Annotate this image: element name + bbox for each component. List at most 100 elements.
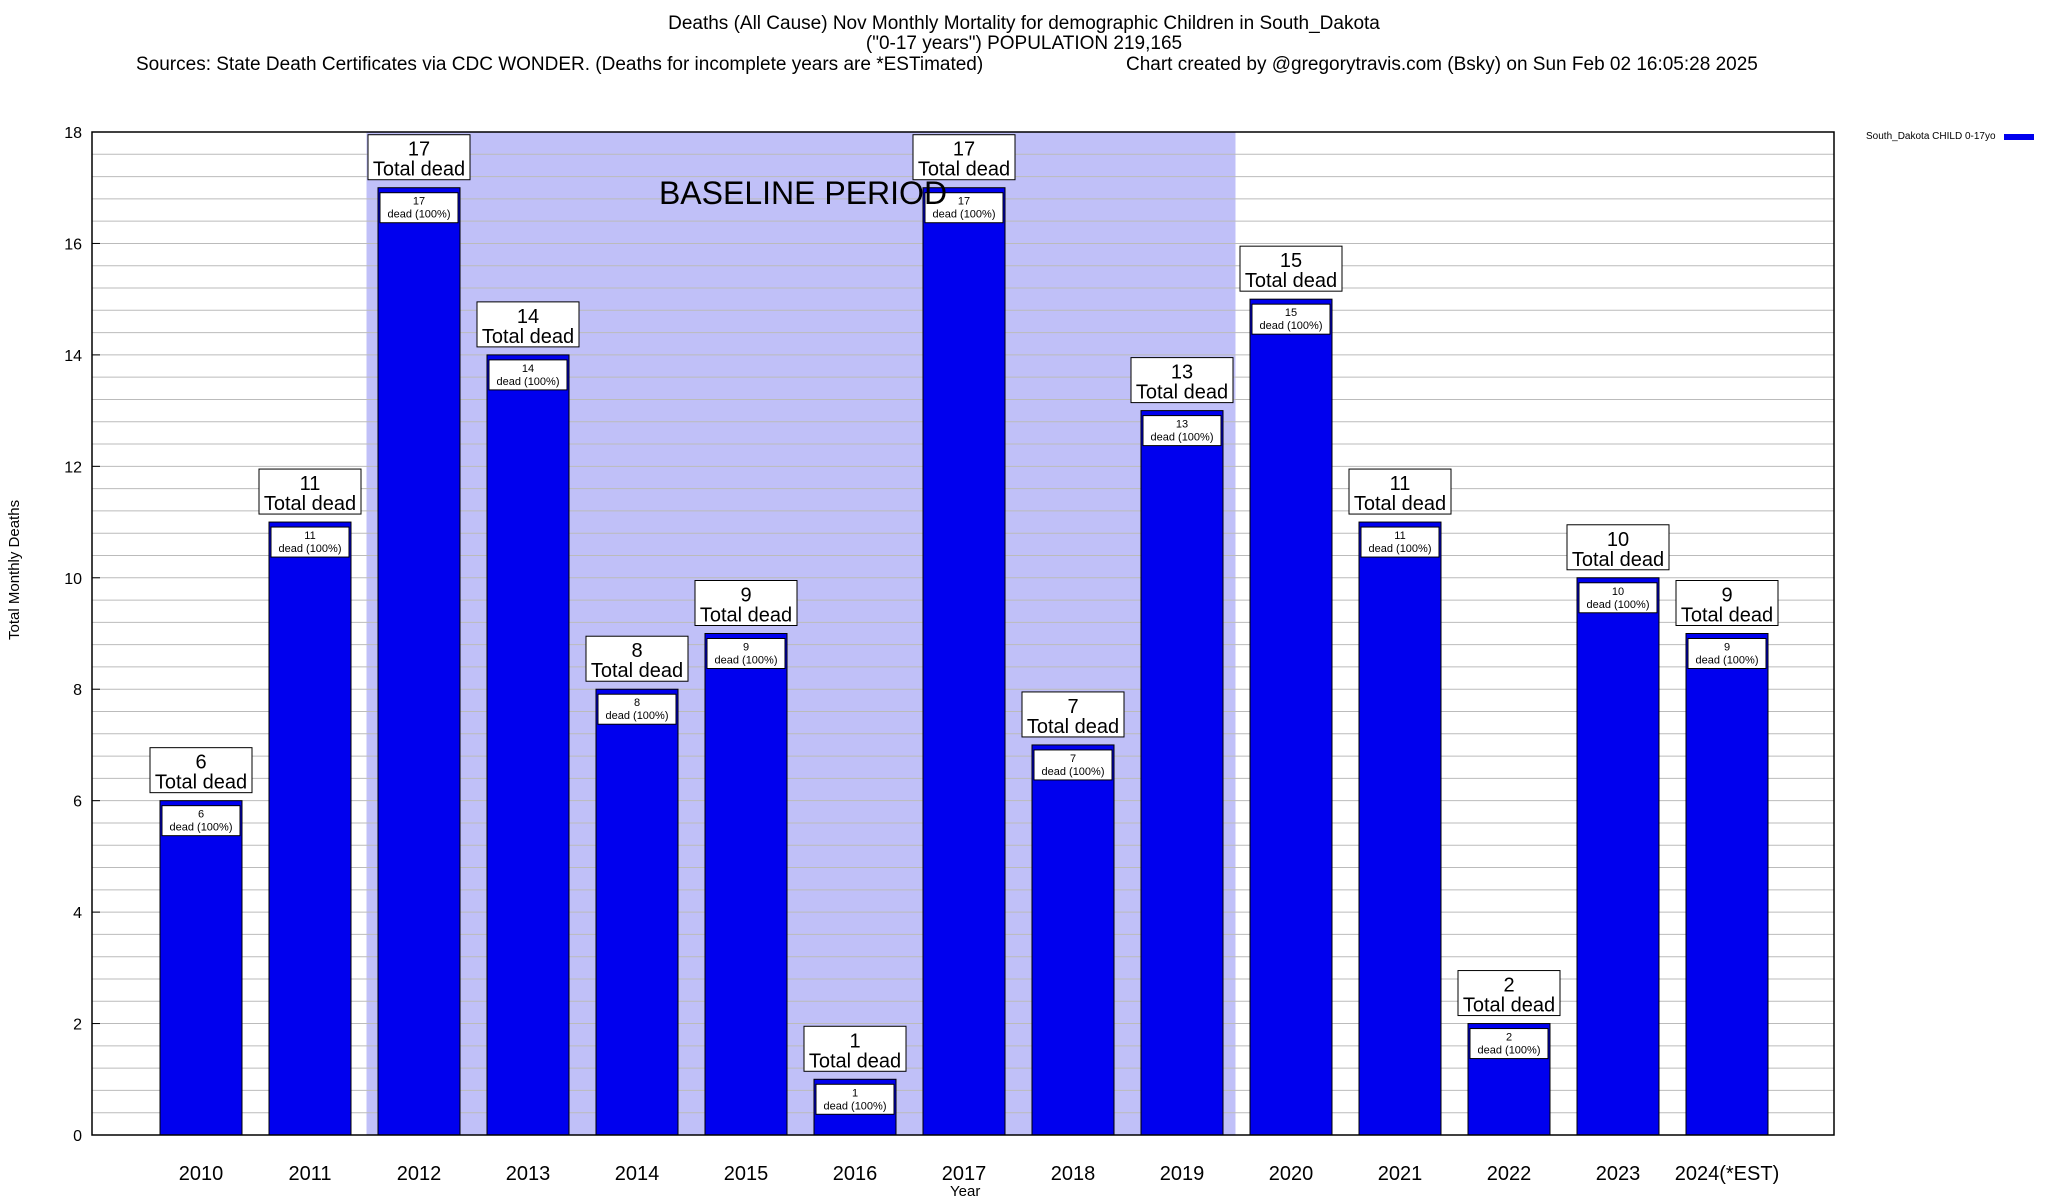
total-label-text: Total dead	[700, 605, 792, 627]
bar	[268, 521, 352, 1136]
inner-label-count: 7	[1070, 753, 1076, 765]
total-label-count: 11	[300, 473, 321, 495]
inner-label-count: 15	[1285, 307, 1297, 319]
total-label-count: 8	[631, 640, 642, 662]
total-label-count: 6	[195, 752, 206, 774]
inner-label-percent: dead (100%)	[1151, 432, 1214, 444]
total-label-count: 9	[740, 585, 751, 607]
total-label-box	[803, 1025, 907, 1072]
x-tick-label: 2023	[1596, 1163, 1641, 1185]
inner-label-box	[597, 693, 677, 725]
inner-label-percent: dead (100%)	[170, 822, 233, 834]
y-tick-label: 4	[73, 905, 82, 922]
legend-swatch	[2003, 133, 2034, 140]
bar	[922, 187, 1006, 1136]
x-tick-label: 2012	[397, 1163, 442, 1185]
plot-frame	[91, 131, 1835, 1136]
total-label-text: Total dead	[482, 326, 574, 348]
inner-label-count: 10	[1612, 586, 1624, 598]
inner-label-box	[1360, 526, 1440, 558]
bar	[1358, 521, 1442, 1136]
x-tick-label: 2010	[179, 1163, 224, 1185]
total-label-count: 13	[1171, 362, 1193, 384]
total-label-text: Total dead	[1245, 270, 1337, 292]
inner-label-count: 11	[304, 530, 315, 542]
x-tick-label: 2022	[1487, 1163, 1532, 1185]
inner-label-count: 17	[413, 196, 425, 208]
total-label-text: Total dead	[1136, 382, 1228, 404]
inner-label-count: 14	[522, 363, 534, 375]
x-tick-label: 2015	[724, 1163, 769, 1185]
inner-label-box	[1033, 749, 1113, 781]
bar	[595, 688, 679, 1136]
inner-label-box	[488, 359, 568, 391]
y-tick-label: 0	[73, 1128, 82, 1145]
total-label-text: Total dead	[155, 772, 247, 794]
x-tick-label: 2024(*EST)	[1675, 1163, 1780, 1185]
total-label-count: 2	[1503, 975, 1514, 997]
y-tick-label: 2	[73, 1017, 82, 1034]
bar	[486, 354, 570, 1136]
inner-label-percent: dead (100%)	[1478, 1045, 1541, 1057]
x-tick-label: 2018	[1051, 1163, 1096, 1185]
bar	[1249, 298, 1333, 1136]
bar	[1140, 410, 1224, 1136]
y-tick-label: 16	[64, 236, 82, 253]
inner-label-box	[1142, 415, 1222, 447]
total-label-box	[1348, 468, 1452, 515]
total-label-box	[585, 635, 689, 682]
total-label-text: Total dead	[809, 1050, 901, 1072]
y-tick-label: 14	[64, 348, 82, 365]
total-label-box	[1566, 524, 1670, 571]
bar	[377, 187, 461, 1136]
total-label-text: Total dead	[264, 493, 356, 515]
inner-label-percent: dead (100%)	[497, 376, 560, 388]
total-label-box	[1021, 691, 1125, 738]
total-label-count: 11	[1390, 473, 1411, 495]
inner-label-box	[815, 1083, 895, 1115]
bar	[1031, 744, 1115, 1136]
inner-label-percent: dead (100%)	[279, 543, 342, 555]
total-label-count: 1	[849, 1030, 860, 1052]
total-label-count: 9	[1721, 585, 1732, 607]
inner-label-count: 8	[634, 697, 640, 709]
inner-label-percent: dead (100%)	[933, 209, 996, 221]
x-tick-label: 2017	[942, 1163, 987, 1185]
x-tick-label: 2021	[1378, 1163, 1423, 1185]
total-label-text: Total dead	[1681, 605, 1773, 627]
bar	[159, 800, 243, 1136]
total-label-box	[1130, 357, 1234, 404]
total-label-count: 15	[1280, 250, 1302, 272]
inner-label-percent: dead (100%)	[1587, 599, 1650, 611]
total-label-text: Total dead	[1027, 716, 1119, 738]
total-label-text: Total dead	[1572, 549, 1664, 571]
legend: South_Dakota CHILD 0-17yo	[1866, 131, 2034, 142]
total-label-box	[476, 301, 580, 348]
total-label-box	[1239, 245, 1343, 292]
x-tick-label: 2016	[833, 1163, 878, 1185]
inner-label-count: 13	[1176, 419, 1188, 431]
inner-label-percent: dead (100%)	[824, 1100, 887, 1112]
credit-note: Chart created by @gregorytravis.com (Bsk…	[1126, 54, 1758, 75]
inner-label-box	[379, 192, 459, 224]
inner-label-count: 6	[198, 809, 204, 821]
total-label-count: 17	[408, 139, 430, 161]
total-label-count: 7	[1067, 696, 1078, 718]
chart-subtitle: ("0-17 years") POPULATION 219,165	[865, 33, 1183, 54]
inner-label-percent: dead (100%)	[1369, 543, 1432, 555]
total-label-text: Total dead	[591, 660, 683, 682]
total-label-count: 10	[1607, 529, 1629, 551]
y-tick-label: 6	[73, 794, 82, 811]
inner-label-count: 9	[1724, 642, 1730, 654]
total-label-box	[912, 134, 1016, 181]
y-tick-label: 8	[73, 682, 82, 699]
x-tick-label: 2020	[1269, 1163, 1314, 1185]
x-axis-label: Year	[950, 1183, 981, 1200]
inner-label-percent: dead (100%)	[715, 655, 778, 667]
total-label-box	[1675, 580, 1779, 626]
total-label-box	[694, 580, 798, 626]
inner-label-percent: dead (100%)	[1260, 320, 1323, 332]
total-label-text: Total dead	[1463, 995, 1555, 1017]
inner-label-count: 2	[1506, 1032, 1512, 1044]
